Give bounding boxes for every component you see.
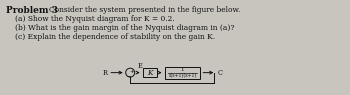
Text: 1: 1 <box>181 67 184 72</box>
Bar <box>164 67 201 79</box>
Text: (c) Explain the dependence of stability on the gain K.: (c) Explain the dependence of stability … <box>15 33 215 41</box>
Text: E: E <box>137 62 142 70</box>
Text: C: C <box>217 69 222 77</box>
Text: s(s+1)(s+1): s(s+1)(s+1) <box>168 73 197 78</box>
Text: K: K <box>147 69 152 77</box>
Text: R: R <box>102 69 107 77</box>
Text: (a) Show the Nyquist diagram for K = 0.2.: (a) Show the Nyquist diagram for K = 0.2… <box>15 15 174 23</box>
Text: −: − <box>126 74 131 79</box>
Text: Problem 3: Problem 3 <box>6 6 58 15</box>
Text: +: + <box>130 69 134 74</box>
Text: (b) What is the gain margin of the Nyquist diagram in (a)?: (b) What is the gain margin of the Nyqui… <box>15 24 234 32</box>
Text: Consider the system presented in the figure below.: Consider the system presented in the fig… <box>49 6 241 14</box>
Bar <box>143 68 156 77</box>
